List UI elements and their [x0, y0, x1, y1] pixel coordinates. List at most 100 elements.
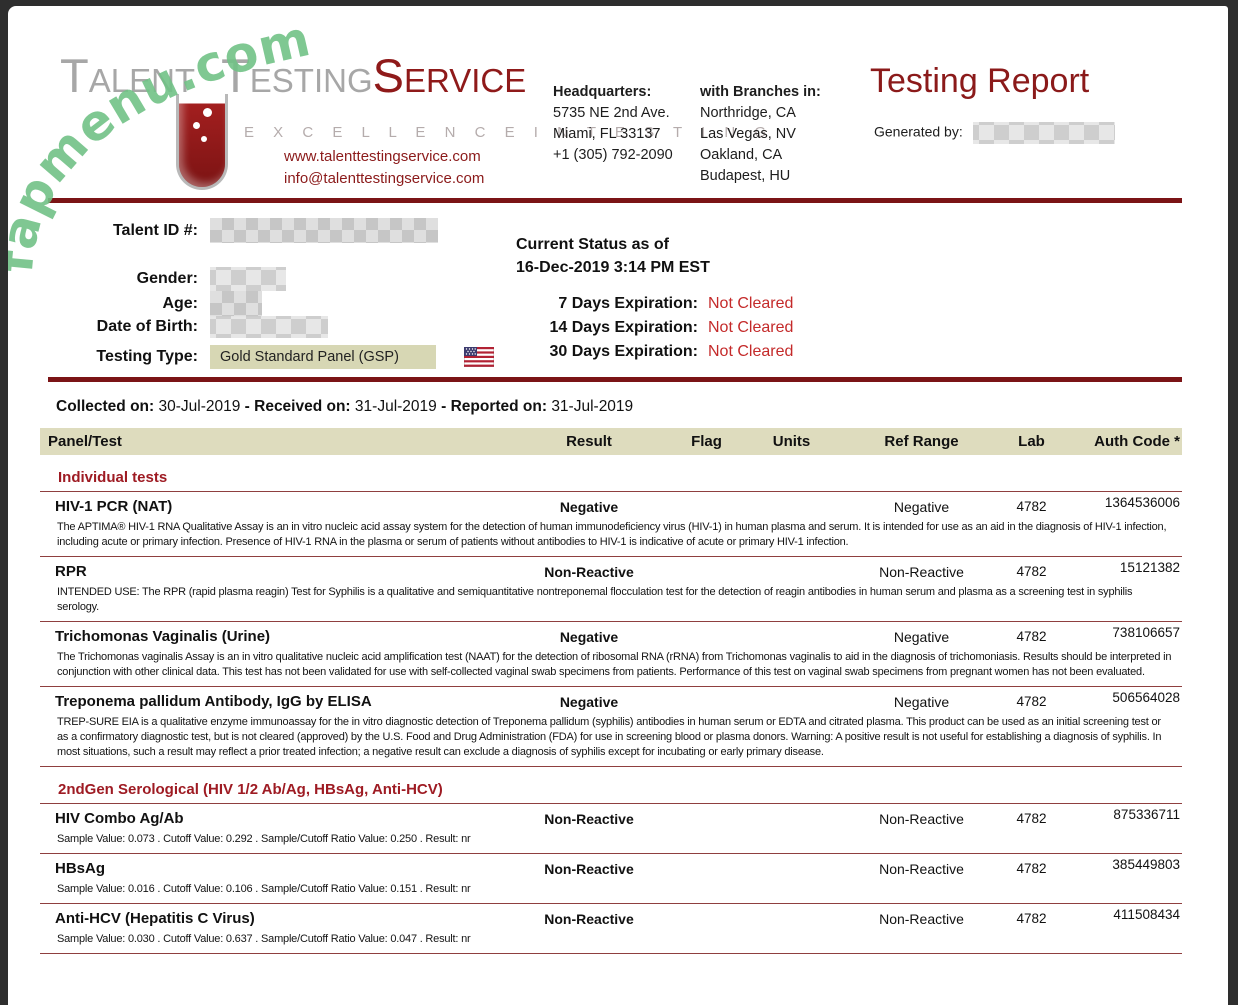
ref-range-value: Non-Reactive	[879, 810, 964, 827]
status-heading: Current Status as of	[516, 236, 669, 253]
headquarters-label: Headquarters:	[553, 84, 652, 100]
status-datetime: 16-Dec-2019 3:14 PM EST	[516, 259, 710, 276]
auth-code-value: 385449803	[1112, 857, 1180, 872]
auth-code-value: 411508434	[1113, 907, 1180, 922]
results-table: Panel/Test Result Flag Units Ref Range L…	[40, 428, 1182, 1005]
test-description: Sample Value: 0.073 . Cutoff Value: 0.29…	[57, 833, 471, 845]
branches-label: with Branches in:	[700, 84, 821, 100]
us-flag-icon	[463, 346, 495, 368]
test-table-body: Individual tests HIV-1 PCR (NAT) Negativ…	[40, 463, 1182, 1005]
expiration-30-label: 30 Days Expiration:	[549, 343, 699, 360]
reported-on-label: Reported on:	[450, 398, 547, 415]
test-row: HBsAg Non-Reactive Non-Reactive 4782 385…	[40, 854, 1182, 904]
col-panel-test: Panel/Test	[48, 433, 122, 450]
ref-range-value: Non-Reactive	[879, 860, 964, 877]
age-redacted-value	[210, 291, 262, 317]
reported-on-date: 31-Jul-2019	[551, 398, 634, 415]
talent-id-label: Talent ID #:	[112, 221, 198, 239]
auth-code-value: 15121382	[1119, 560, 1180, 575]
expiration-30-status: Not Cleared	[708, 343, 794, 360]
headquarters-address-line: Miami, FL 33137	[553, 126, 661, 142]
lab-value: 4782	[1016, 629, 1047, 644]
patient-info-section: Talent ID #: Gender: Age: Date of Birth:…	[8, 203, 1228, 377]
talent-id-redacted-value	[210, 218, 438, 243]
email-link[interactable]: info@talenttestingservice.com	[284, 170, 485, 187]
test-description: INTENDED USE: The RPR (rapid plasma reag…	[57, 586, 1133, 613]
ref-range-value: Negative	[893, 498, 950, 515]
result-value: Non-Reactive	[544, 810, 634, 827]
expiration-7-label: 7 Days Expiration:	[558, 295, 698, 312]
test-row: RPR Non-Reactive Non-Reactive 4782 15121…	[40, 557, 1182, 622]
col-lab: Lab	[1018, 433, 1045, 450]
panel-section: Individual tests HIV-1 PCR (NAT) Negativ…	[40, 463, 1182, 767]
collection-dates-line: Collected on: 30-Jul-2019 - Received on:…	[56, 398, 634, 415]
collected-on-date: 30-Jul-2019	[158, 398, 241, 415]
branch-item: Northridge, CA	[700, 105, 796, 121]
result-value: Non-Reactive	[544, 910, 634, 927]
branches-block: with Branches in: Northridge, CA Las Veg…	[700, 82, 821, 187]
col-flag: Flag	[691, 433, 722, 450]
generated-by-redacted-value	[972, 122, 1115, 144]
test-row: HIV Combo Ag/Ab Non-Reactive Non-Reactiv…	[40, 804, 1182, 854]
expiration-14-status: Not Cleared	[708, 319, 794, 336]
test-description: The Trichomonas vaginalis Assay is an in…	[57, 651, 1172, 678]
report-title: Testing Report	[870, 62, 1090, 100]
lab-value: 4782	[1016, 499, 1047, 514]
auth-code-value: 506564028	[1112, 690, 1180, 705]
report-header: Talent TestingService E X C E L L E N C E…	[8, 6, 1228, 198]
test-row: HIV-1 PCR (NAT) Negative Negative 4782 1…	[40, 492, 1182, 557]
test-name: HIV Combo Ag/Ab	[55, 810, 184, 827]
website-link[interactable]: www.talenttestingservice.com	[284, 148, 481, 165]
section-title: GC / Chlamydia Amplified RNA Assay (Urin…	[40, 998, 1182, 1005]
auth-code-value: 1364536006	[1104, 495, 1180, 510]
dob-redacted-value	[210, 316, 328, 338]
ref-range-value: Negative	[893, 628, 950, 645]
expiration-7-status: Not Cleared	[708, 295, 794, 312]
company-logo: Talent TestingService	[60, 48, 526, 103]
test-name: Trichomonas Vaginalis (Urine)	[55, 628, 271, 645]
auth-code-value: 875336711	[1113, 807, 1180, 822]
panel-section: 2ndGen Serological (HIV 1/2 Ab/Ag, HBsAg…	[40, 775, 1182, 954]
ref-range-value: Non-Reactive	[879, 910, 964, 927]
col-auth-code: Auth Code *	[1094, 433, 1180, 450]
logo-word-testing: Testing	[221, 49, 373, 102]
headquarters-address-line: 5735 NE 2nd Ave.	[553, 105, 670, 121]
lab-value: 4782	[1016, 564, 1047, 579]
collected-on-label: Collected on:	[56, 398, 155, 415]
received-on-date: 31-Jul-2019	[354, 398, 437, 415]
result-value: Negative	[559, 498, 619, 515]
dob-label: Date of Birth:	[96, 318, 198, 335]
col-ref-range: Ref Range	[884, 433, 959, 450]
expiration-14-label: 14 Days Expiration:	[549, 319, 699, 336]
ref-range-value: Negative	[893, 693, 950, 710]
logo-word-talent: Talent	[60, 49, 196, 102]
branch-item: Oakland, CA	[700, 147, 783, 163]
result-value: Non-Reactive	[544, 860, 634, 877]
test-name: Anti-HCV (Hepatitis C Virus)	[55, 910, 255, 927]
col-result: Result	[566, 433, 612, 450]
ref-range-value: Non-Reactive	[879, 563, 964, 580]
lab-value: 4782	[1016, 811, 1047, 826]
divider-rule	[48, 377, 1182, 382]
expiration-row: 30 Days Expiration: Not Cleared	[516, 340, 794, 364]
expiration-row: 14 Days Expiration: Not Cleared	[516, 316, 794, 340]
test-name: Treponema pallidum Antibody, IgG by ELIS…	[55, 693, 372, 710]
gender-redacted-value	[210, 267, 286, 291]
section-rows: HIV-1 PCR (NAT) Negative Negative 4782 1…	[40, 492, 1182, 767]
result-value: Non-Reactive	[544, 563, 634, 580]
section-title: Individual tests	[40, 463, 1182, 492]
test-row: Trichomonas Vaginalis (Urine) Negative N…	[40, 622, 1182, 687]
test-name: RPR	[55, 563, 87, 580]
divider-rule	[48, 198, 1182, 203]
headquarters-phone: +1 (305) 792-2090	[553, 147, 673, 163]
lab-value: 4782	[1016, 911, 1047, 926]
expiration-row: 7 Days Expiration: Not Cleared	[516, 292, 793, 316]
lab-value: 4782	[1016, 694, 1047, 709]
test-row: Treponema pallidum Antibody, IgG by ELIS…	[40, 687, 1182, 767]
result-value: Negative	[559, 693, 619, 710]
logo-word-service: Service	[372, 49, 527, 102]
test-row: Anti-HCV (Hepatitis C Virus) Non-Reactiv…	[40, 904, 1182, 954]
current-status-block: Current Status as of 16-Dec-2019 3:14 PM…	[516, 233, 793, 364]
result-value: Negative	[559, 628, 619, 645]
